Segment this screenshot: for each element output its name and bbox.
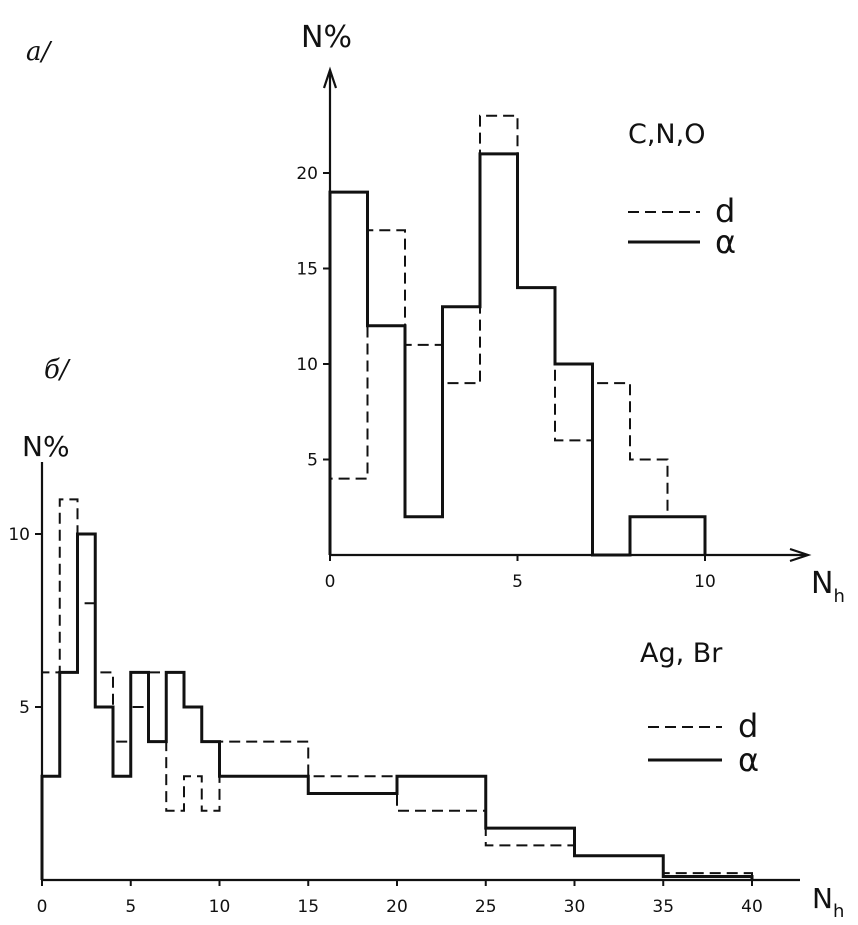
y-axis-label-a: N% bbox=[301, 20, 352, 55]
x-axis-arrow-a bbox=[789, 547, 812, 563]
legend-label-d-b: d bbox=[738, 707, 758, 745]
x-tick-label-b-20: 20 bbox=[386, 897, 408, 917]
y-axis-label-b: N% bbox=[22, 430, 70, 463]
x-tick-label-b-40: 40 bbox=[741, 897, 763, 917]
y-tick-label-b-10: 10 bbox=[8, 525, 30, 545]
panel-label-b: б/ bbox=[44, 355, 71, 385]
series-d-step-a bbox=[329, 114, 706, 555]
x-tick-label-a-5: 5 bbox=[512, 572, 523, 592]
panel-label-a: a/ bbox=[26, 37, 53, 67]
y-axis-arrow-a bbox=[322, 66, 338, 89]
legend-label-alpha-b: α bbox=[738, 741, 759, 779]
y-tick-label-a-20: 20 bbox=[296, 164, 318, 184]
x-axis-label-b-main: N bbox=[812, 882, 833, 915]
series-alpha-step-a bbox=[328, 152, 707, 557]
y-tick-label-a-10: 10 bbox=[296, 355, 318, 375]
x-axis-label-b: Nh bbox=[812, 882, 844, 922]
chart-title-a: C,N,O bbox=[628, 119, 705, 150]
y-tick-label-a-5: 5 bbox=[307, 451, 318, 471]
x-axis-label-a-sub: h bbox=[833, 586, 844, 607]
legend-label-d-a: d bbox=[715, 192, 735, 230]
x-tick-label-b-0: 0 bbox=[37, 897, 48, 917]
x-tick-label-b-30: 30 bbox=[564, 897, 586, 917]
x-tick-label-b-5: 5 bbox=[125, 897, 136, 917]
x-axis-label-a-main: N bbox=[811, 566, 833, 601]
series-alpha-step-b bbox=[40, 532, 754, 880]
series-d-step-b bbox=[41, 498, 753, 880]
x-tick-label-b-10: 10 bbox=[209, 897, 231, 917]
x-tick-label-b-35: 35 bbox=[652, 897, 674, 917]
x-tick-label-b-25: 25 bbox=[475, 897, 497, 917]
legend-label-alpha-a: α bbox=[715, 223, 736, 261]
x-tick-label-a-0: 0 bbox=[325, 572, 336, 592]
y-tick-label-b-5: 5 bbox=[19, 698, 30, 718]
chart-panel-b: N% Nh Ag, Br d α 5 10 0 5 10 15 20 25 30 35 40 bbox=[8, 430, 844, 922]
y-tick-label-a-15: 15 bbox=[296, 260, 318, 280]
x-axis-label-b-sub: h bbox=[833, 901, 844, 922]
x-axis-label-a: Nh bbox=[811, 566, 845, 607]
x-tick-label-a-10: 10 bbox=[694, 572, 716, 592]
chart-panel-a: N% Nh C,N,O d α 5 10 15 20 0 5 10 bbox=[296, 20, 845, 607]
x-tick-label-b-15: 15 bbox=[297, 897, 319, 917]
chart-title-b: Ag, Br bbox=[640, 638, 723, 669]
